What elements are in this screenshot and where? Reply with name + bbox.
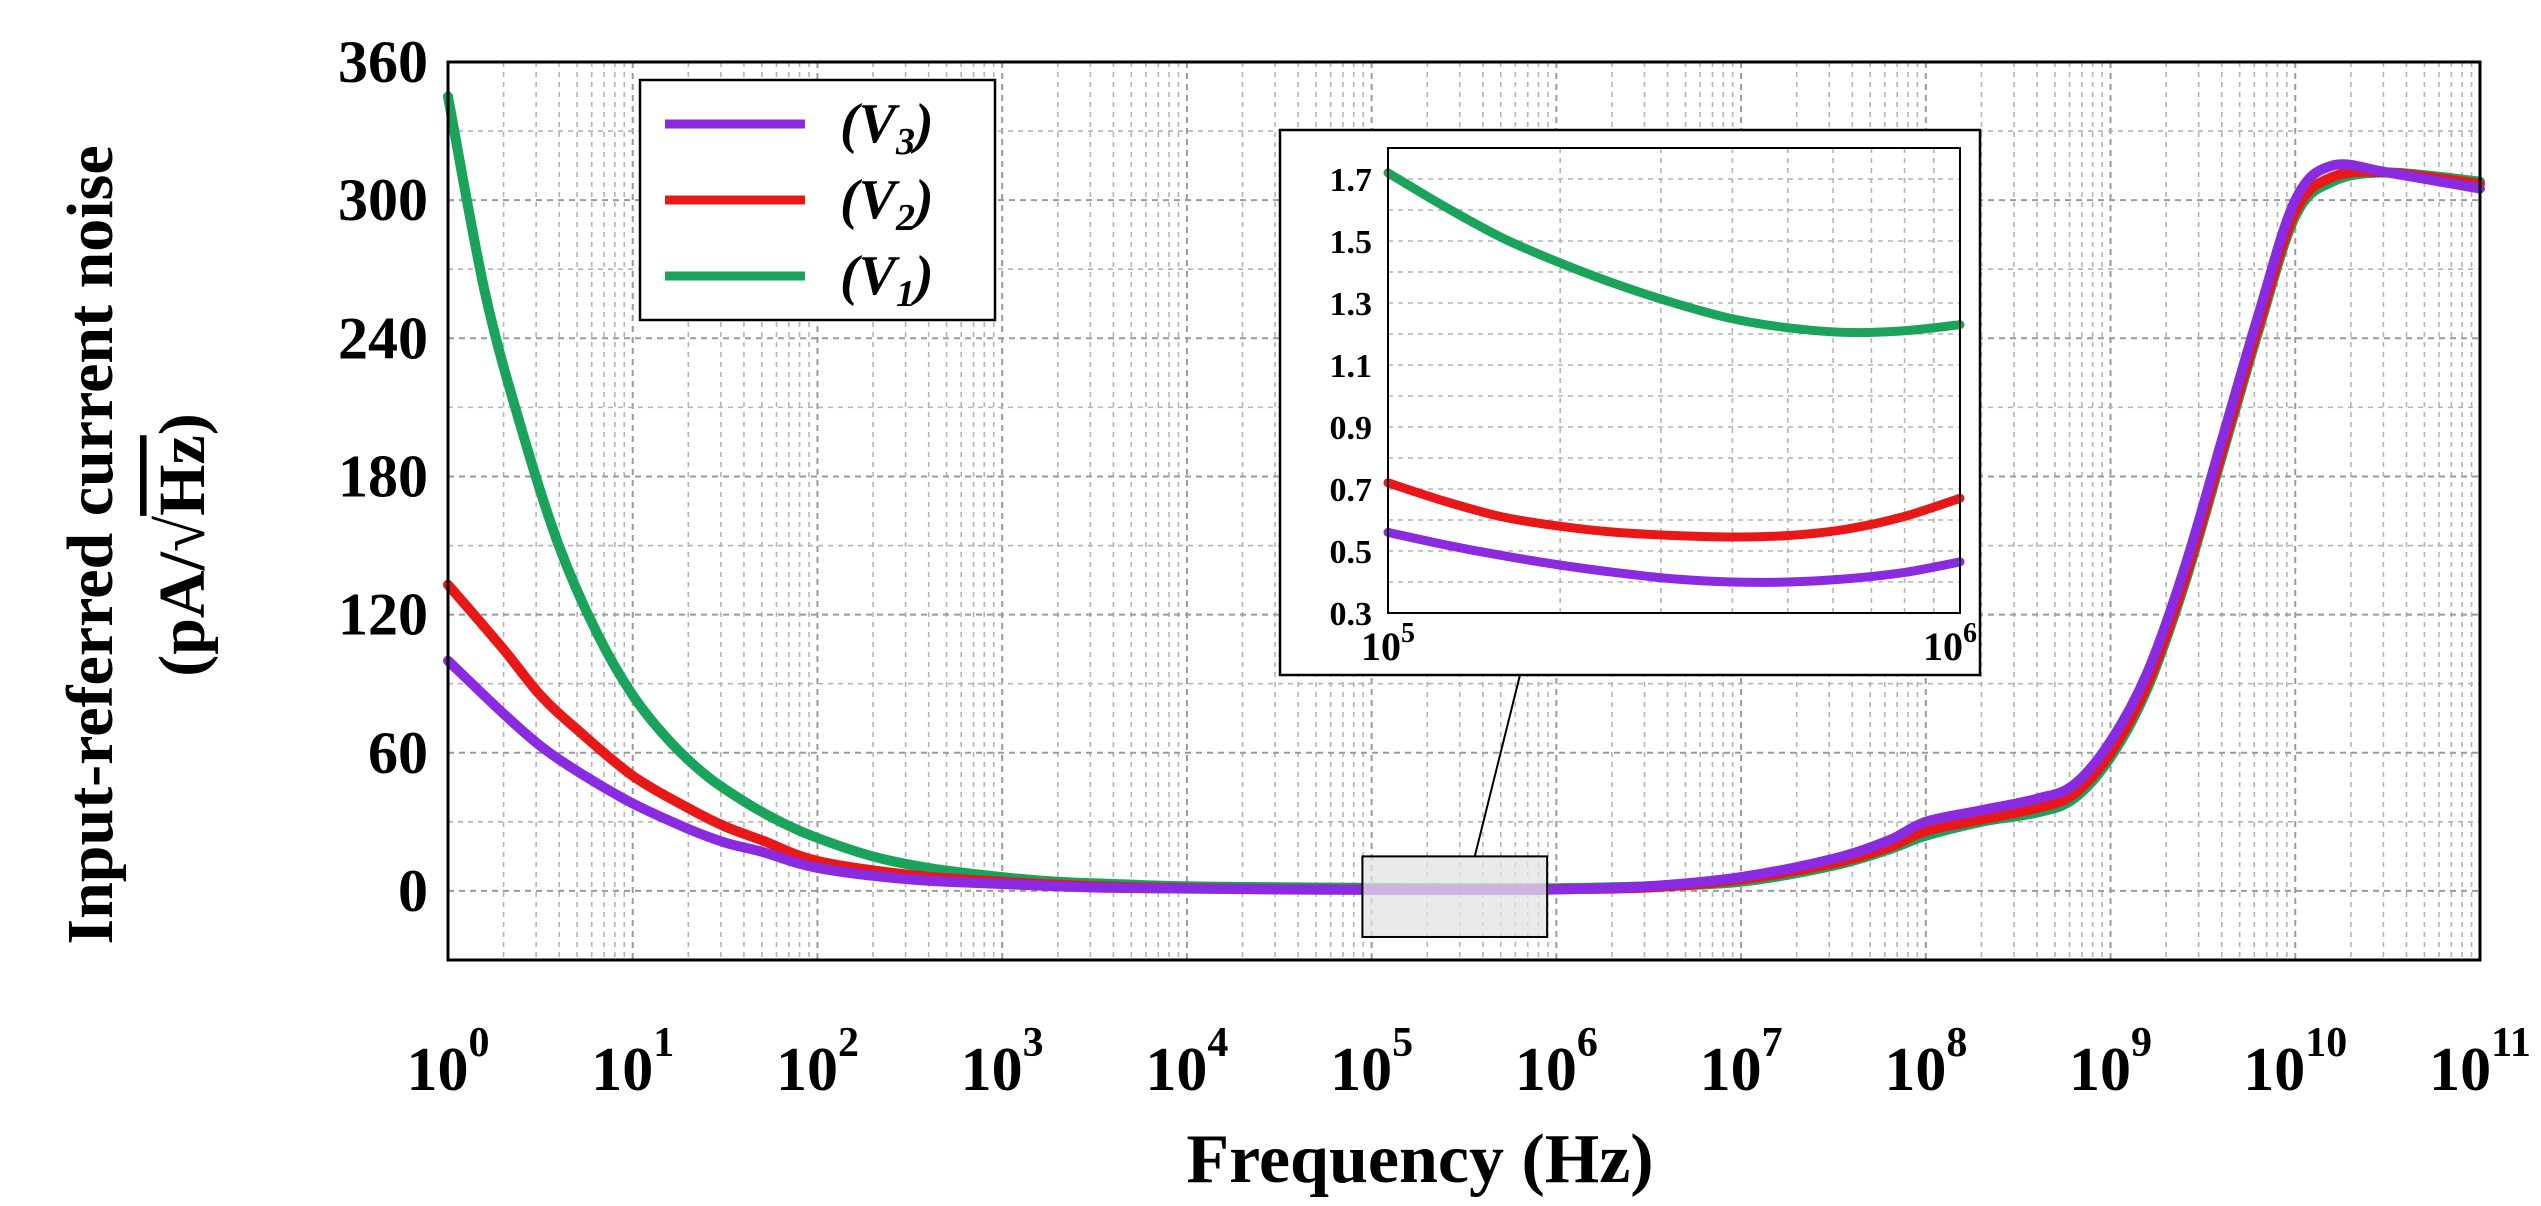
y-tick-label: 180 bbox=[338, 443, 428, 509]
x-tick-label: 100 bbox=[407, 1020, 490, 1104]
y-tick-label: 60 bbox=[368, 720, 428, 786]
inset-y-tick-labels: 0.3 0.5 0.7 0.9 1.1 1.3 1.5 1.7 bbox=[1330, 162, 1373, 633]
inset-y-tick-label: 1.1 bbox=[1330, 348, 1373, 385]
inset-x-tick-labels: 105 106 bbox=[1361, 618, 1977, 669]
x-tick-label: 101 bbox=[591, 1020, 674, 1104]
inset-plot-frame bbox=[1387, 147, 1961, 614]
x-axis-label: Frequency (Hz) bbox=[1186, 1121, 1653, 1198]
legend-entry-v2: (V2) bbox=[665, 169, 934, 239]
inset-series-line-v3 bbox=[1383, 527, 1965, 587]
inset-y-tick-label: 0.9 bbox=[1330, 410, 1373, 447]
y-tick-label: 300 bbox=[338, 167, 428, 233]
inset-y-tick-label: 1.7 bbox=[1330, 162, 1373, 199]
x-tick-label: 1010 bbox=[2243, 1020, 2347, 1104]
x-tick-label: 107 bbox=[1700, 1020, 1783, 1104]
legend: (V3) (V2) (V1) bbox=[638, 78, 997, 322]
inset-frame-outer bbox=[1278, 128, 1982, 677]
y-axis-label-line1: Input-referred current noise bbox=[54, 145, 127, 944]
y-axis-label: Input-referred current noise (pA/√Hz) bbox=[54, 145, 219, 944]
inset-zoom-chart: 0.3 0.5 0.7 0.9 1.1 1.3 1.5 1.7 105 106 bbox=[1278, 128, 1982, 677]
y-tick-labels: 0 60 120 180 240 300 360 bbox=[338, 29, 428, 924]
inset-y-tick-label: 1.3 bbox=[1330, 286, 1373, 323]
legend-entry-v1: (V1) bbox=[665, 245, 934, 315]
zoom-connector-line bbox=[1473, 674, 1521, 857]
x-tick-label: 105 bbox=[1330, 1020, 1413, 1104]
inset-y-tick-label: 1.5 bbox=[1330, 224, 1373, 261]
y-tick-label: 240 bbox=[338, 305, 428, 371]
x-tick-labels: 100 101 102 103 104 105 106 107 108 109 1010 1011 bbox=[407, 1020, 2531, 1104]
inset-series-line-v1 bbox=[1383, 168, 1965, 338]
inset-y-tick-label: 0.5 bbox=[1330, 534, 1373, 571]
legend-label-v1: (V1) bbox=[840, 245, 934, 315]
x-tick-label: 108 bbox=[1884, 1020, 1967, 1104]
y-axis-label-unit: (pA/√Hz) bbox=[146, 413, 219, 677]
x-tick-label: 104 bbox=[1145, 1020, 1228, 1104]
inset-y-tick-label: 0.3 bbox=[1330, 596, 1373, 633]
x-tick-label: 106 bbox=[1515, 1020, 1598, 1104]
y-tick-label: 0 bbox=[398, 858, 428, 924]
legend-label-v3: (V3) bbox=[840, 93, 934, 163]
legend-entry-v3: (V3) bbox=[665, 93, 934, 163]
inset-grid bbox=[1388, 148, 1960, 614]
x-tick-label: 109 bbox=[2069, 1020, 2152, 1104]
inset-x-tick-label: 105 bbox=[1361, 618, 1415, 669]
series-line-v3 bbox=[443, 159, 2485, 896]
x-tick-label: 103 bbox=[961, 1020, 1044, 1104]
legend-label-v2: (V2) bbox=[840, 169, 934, 239]
inset-x-tick-label: 106 bbox=[1923, 618, 1977, 669]
x-tick-label: 1011 bbox=[2429, 1020, 2531, 1104]
zoom-region-box bbox=[1361, 855, 1549, 938]
y-tick-label: 120 bbox=[338, 582, 428, 648]
y-tick-label: 360 bbox=[338, 29, 428, 95]
inset-curves bbox=[1383, 168, 1965, 587]
plot-frame bbox=[446, 60, 2482, 962]
inset-series-line-v2 bbox=[1383, 478, 1965, 542]
inset-y-tick-label: 0.7 bbox=[1330, 472, 1373, 509]
x-tick-label: 102 bbox=[776, 1020, 859, 1104]
